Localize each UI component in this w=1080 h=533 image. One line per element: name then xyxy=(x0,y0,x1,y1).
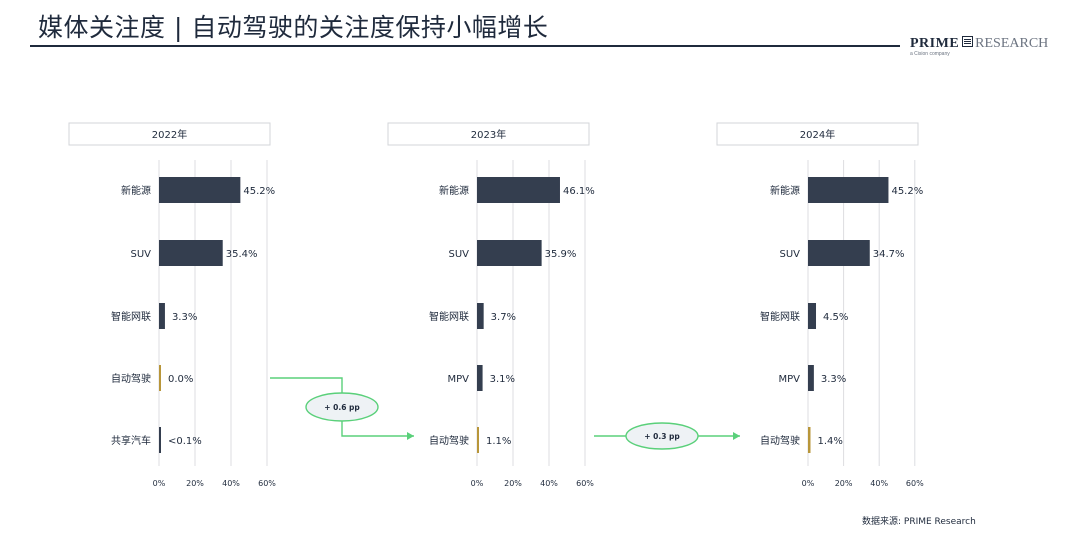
chart-title: 2024年 xyxy=(800,128,835,141)
x-tick-label: 60% xyxy=(258,479,276,488)
highlight-bar xyxy=(159,365,161,391)
change-badge-label: + 0.6 pp xyxy=(324,403,360,412)
bar xyxy=(159,427,161,453)
x-tick-label: 20% xyxy=(835,479,853,488)
data-label: 45.2% xyxy=(243,186,275,197)
bar xyxy=(477,177,560,203)
change-connector-1: + 0.6 pp xyxy=(270,377,414,440)
x-tick-label: 60% xyxy=(906,479,924,488)
logo-secondary-text: RESEARCH xyxy=(975,36,1049,51)
change-badge-label: + 0.3 pp xyxy=(644,432,680,441)
bar xyxy=(808,365,814,391)
bar xyxy=(159,303,165,329)
data-label: 46.1% xyxy=(563,186,595,197)
bar xyxy=(159,240,223,266)
x-tick-label: 40% xyxy=(540,479,558,488)
data-label: 1.4% xyxy=(817,436,842,447)
category-label: 智能网联 xyxy=(111,310,151,323)
chart-title-box xyxy=(68,122,271,146)
data-label: 34.7% xyxy=(873,249,905,260)
x-tick-label: 20% xyxy=(186,479,204,488)
category-label: SUV xyxy=(779,249,800,260)
bar xyxy=(808,177,889,203)
bar xyxy=(477,365,483,391)
bar xyxy=(808,240,870,266)
data-label: 3.3% xyxy=(821,374,846,385)
x-tick-label: 0% xyxy=(471,479,484,488)
x-tick-label: 60% xyxy=(576,479,594,488)
category-label: SUV xyxy=(448,249,469,260)
chart-title-box xyxy=(387,122,590,146)
chart-title-box xyxy=(716,122,919,146)
page-title: 媒体关注度 | 自动驾驶的关注度保持小幅增长 xyxy=(38,13,549,42)
prime-research-logo: PRIME RESEARCH a Cision company xyxy=(910,36,1048,57)
category-label: 共享汽车 xyxy=(111,434,151,447)
highlight-bar xyxy=(477,427,479,453)
bar xyxy=(477,240,542,266)
bar-chart-2023年: 2023年 0% 20% 40% 60% 新能源 46.1% SUV 35.9% 智能网联 3.7%… xyxy=(387,122,595,488)
category-label: 智能网联 xyxy=(760,310,800,323)
arrowhead-icon xyxy=(407,432,414,440)
data-label: 0.0% xyxy=(168,374,193,385)
data-label: 45.2% xyxy=(891,186,923,197)
data-label: 3.3% xyxy=(172,312,197,323)
category-label: 智能网联 xyxy=(429,310,469,323)
chart-title: 2022年 xyxy=(152,128,187,141)
category-label: 自动驾驶 xyxy=(429,434,469,447)
bar xyxy=(159,177,241,203)
data-label: 3.7% xyxy=(491,312,516,323)
data-label: 3.1% xyxy=(490,374,515,385)
bar xyxy=(477,303,484,329)
x-tick-label: 0% xyxy=(802,479,815,488)
bar xyxy=(808,303,817,329)
logo-main-text: PRIME xyxy=(910,36,960,51)
x-tick-label: 40% xyxy=(870,479,888,488)
bar-chart-2022年: 2022年 0% 20% 40% 60% 新能源 45.2% SUV 35.4% 智能网联 3.3%… xyxy=(68,122,276,488)
change-badge xyxy=(305,392,379,422)
category-label: 自动驾驶 xyxy=(111,372,151,385)
change-connector-2: + 0.3 pp xyxy=(594,422,740,450)
highlight-bar xyxy=(808,427,811,453)
category-label: 新能源 xyxy=(121,184,151,197)
x-tick-label: 40% xyxy=(222,479,240,488)
category-label: MPV xyxy=(448,374,470,385)
data-label: 35.4% xyxy=(226,249,258,260)
logo-document-icon xyxy=(962,36,974,47)
change-badge xyxy=(625,422,699,450)
data-label: 1.1% xyxy=(486,436,511,447)
data-label: 4.5% xyxy=(823,312,848,323)
chart-title: 2023年 xyxy=(471,128,506,141)
logo-tagline: a Cision company xyxy=(910,51,950,57)
data-label: 35.9% xyxy=(545,249,577,260)
category-label: 新能源 xyxy=(439,184,469,197)
data-label: <0.1% xyxy=(168,436,202,447)
x-tick-label: 20% xyxy=(504,479,522,488)
category-label: SUV xyxy=(130,249,151,260)
category-label: 自动驾驶 xyxy=(760,434,800,447)
arrowhead-icon xyxy=(733,432,740,440)
source-note: 数据来源: PRIME Research xyxy=(862,517,976,527)
category-label: 新能源 xyxy=(770,184,800,197)
bar-chart-2024年: 2024年 0% 20% 40% 60% 新能源 45.2% SUV 34.7% 智能网联 4.5%… xyxy=(716,122,924,488)
category-label: MPV xyxy=(779,374,801,385)
title-divider xyxy=(30,45,900,47)
x-tick-label: 0% xyxy=(153,479,166,488)
